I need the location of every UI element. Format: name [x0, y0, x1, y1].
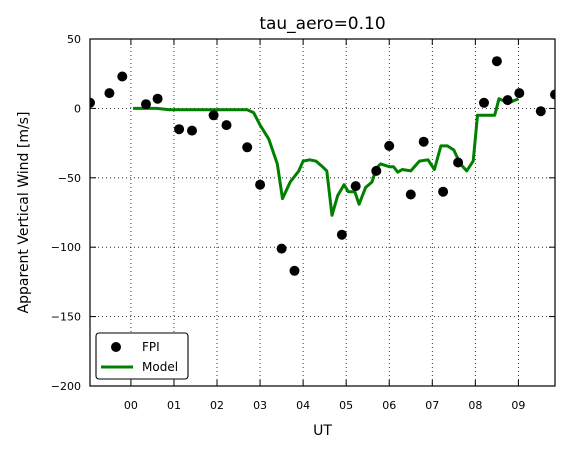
fpi-point [418, 136, 429, 147]
x-tick-label: 02 [210, 399, 224, 412]
fpi-point [550, 89, 555, 100]
legend-label-model: Model [142, 360, 178, 374]
plot-frame [89, 38, 556, 387]
fpi-point [514, 88, 525, 99]
plot-data [90, 56, 555, 276]
fpi-point [491, 56, 502, 67]
fpi-point [208, 110, 219, 121]
fpi-point [174, 124, 185, 135]
fpi-point [384, 140, 395, 151]
x-tick-label: 04 [296, 399, 310, 412]
fpi-point [117, 71, 128, 82]
fpi-point [371, 165, 382, 176]
fpi-point [104, 88, 115, 99]
legend: FPI Model [95, 332, 189, 380]
x-axis-label: UT [313, 423, 332, 439]
fpi-point [405, 189, 416, 200]
fpi-point [438, 186, 449, 197]
y-tick-label: −50 [58, 172, 81, 185]
fpi-point [242, 142, 253, 153]
y-axis-label: Apparent Vertical Wind [m/s] [16, 112, 32, 314]
x-tick-label: 07 [425, 399, 439, 412]
legend-marker-fpi [111, 342, 121, 352]
y-tick-label: −200 [51, 380, 81, 393]
legend-label-fpi: FPI [142, 340, 160, 354]
x-tick-label: 01 [167, 399, 181, 412]
fpi-point [350, 181, 361, 192]
fpi-point [502, 95, 513, 106]
fpi-point [276, 243, 287, 254]
y-tick-label: −100 [51, 241, 81, 254]
axis-ticks: 00 01 02 03 04 05 06 07 08 09 50 0 −50 −100 −150 −200 [51, 33, 555, 412]
fpi-point [187, 125, 197, 136]
y-tick-label: 0 [74, 102, 81, 115]
fpi-point [535, 106, 546, 117]
fpi-point [453, 157, 464, 168]
fpi-point [289, 265, 300, 276]
fpi-point [336, 229, 347, 240]
plot-area [90, 56, 555, 276]
x-tick-label: 08 [468, 399, 482, 412]
x-tick-label: 05 [339, 399, 353, 412]
fpi-point [90, 97, 95, 108]
fpi-point [141, 99, 151, 110]
x-tick-label: 09 [511, 399, 525, 412]
y-tick-label: 50 [67, 33, 81, 46]
y-tick-label: −150 [51, 311, 81, 324]
x-tick-label: 06 [382, 399, 396, 412]
fpi-point [479, 97, 489, 108]
fpi-point [221, 120, 232, 131]
x-tick-label: 00 [124, 399, 138, 412]
x-tick-label: 03 [253, 399, 267, 412]
fpi-point [255, 179, 266, 190]
chart-title: tau_aero=0.10 [259, 14, 385, 34]
fpi-point [152, 93, 163, 104]
